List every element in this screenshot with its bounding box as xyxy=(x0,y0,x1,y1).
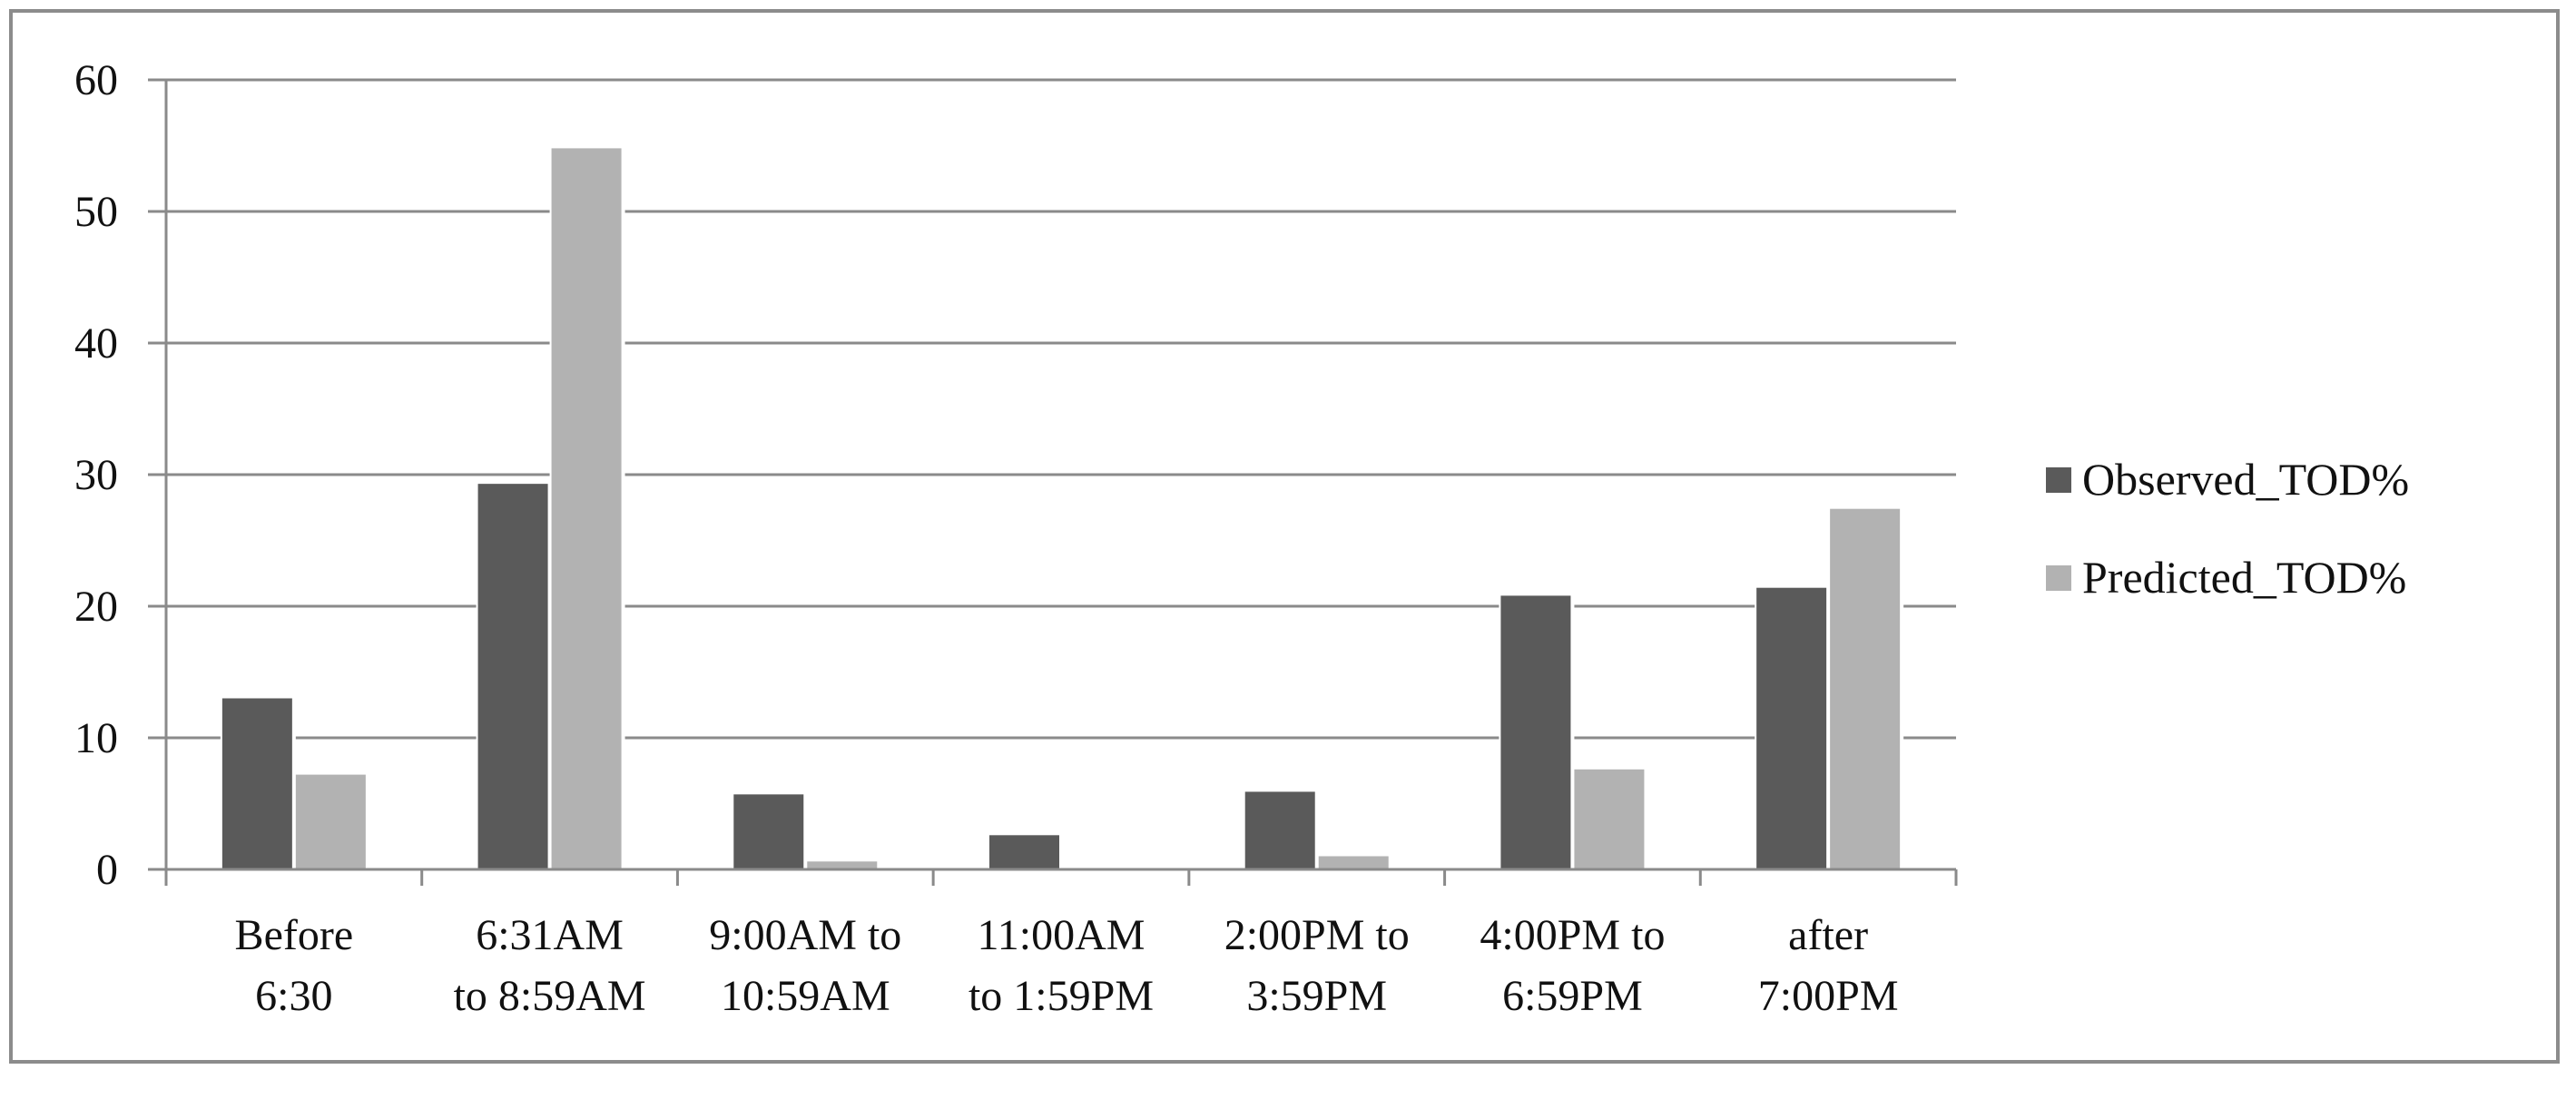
legend: Observed_TOD% Predicted_TOD% xyxy=(2046,454,2409,603)
x-tick-label: 6:30 xyxy=(255,972,332,1020)
x-tick-label: 7:00PM xyxy=(1758,972,1899,1020)
bar-observed xyxy=(1244,791,1315,869)
axes xyxy=(164,80,1958,886)
bar-observed xyxy=(1756,587,1827,869)
x-tick-label: 6:59PM xyxy=(1502,972,1643,1020)
chart-frame xyxy=(9,9,2560,1064)
bar-observed xyxy=(989,835,1059,869)
y-tick-label: 30 xyxy=(74,451,118,499)
bar-predicted xyxy=(551,148,622,869)
y-tick-label: 40 xyxy=(74,319,118,368)
legend-swatch xyxy=(2046,565,2071,591)
bar-predicted xyxy=(1574,769,1645,869)
x-tick-label: 6:31AM xyxy=(476,911,624,959)
y-tick-label: 0 xyxy=(96,846,118,894)
y-tick-label: 10 xyxy=(74,714,118,762)
bar-edge xyxy=(1061,866,1136,869)
bar-predicted xyxy=(807,861,878,869)
x-tick-label: 9:00AM to xyxy=(709,911,901,959)
y-tick-labels: 0 10 20 30 40 50 60 xyxy=(74,56,118,894)
x-tick-label: 4:00PM to xyxy=(1480,911,1665,959)
bar-observed xyxy=(1500,595,1571,869)
legend-label: Predicted_TOD% xyxy=(2082,552,2406,603)
bar-observed xyxy=(733,794,804,869)
x-tick-label: to 1:59PM xyxy=(968,972,1154,1020)
y-tick-label: 60 xyxy=(74,56,118,104)
x-tick-labels: Before 6:30 6:31AM to 8:59AM 9:00AM to 10:59A… xyxy=(235,911,1899,1020)
x-tick-label: 10:59AM xyxy=(721,972,890,1020)
x-tick-label: to 8:59AM xyxy=(454,972,646,1020)
bar-observed xyxy=(477,484,548,869)
x-tick-label: Before xyxy=(235,911,354,959)
bar-predicted xyxy=(1318,856,1389,869)
bar-predicted xyxy=(1830,508,1901,869)
legend-label: Observed_TOD% xyxy=(2082,454,2409,505)
x-tick-label: 11:00AM xyxy=(978,911,1145,959)
bar-predicted xyxy=(295,774,366,869)
gridlines xyxy=(148,78,1956,871)
y-tick-label: 50 xyxy=(74,188,118,236)
x-tick-label: 3:59PM xyxy=(1246,972,1387,1020)
bars xyxy=(220,146,1904,869)
x-tick-label: 2:00PM to xyxy=(1224,911,1410,959)
legend-swatch xyxy=(2046,467,2071,493)
y-tick-label: 20 xyxy=(74,583,118,631)
bar-observed xyxy=(221,698,292,869)
x-tick-label: after xyxy=(1788,911,1868,959)
